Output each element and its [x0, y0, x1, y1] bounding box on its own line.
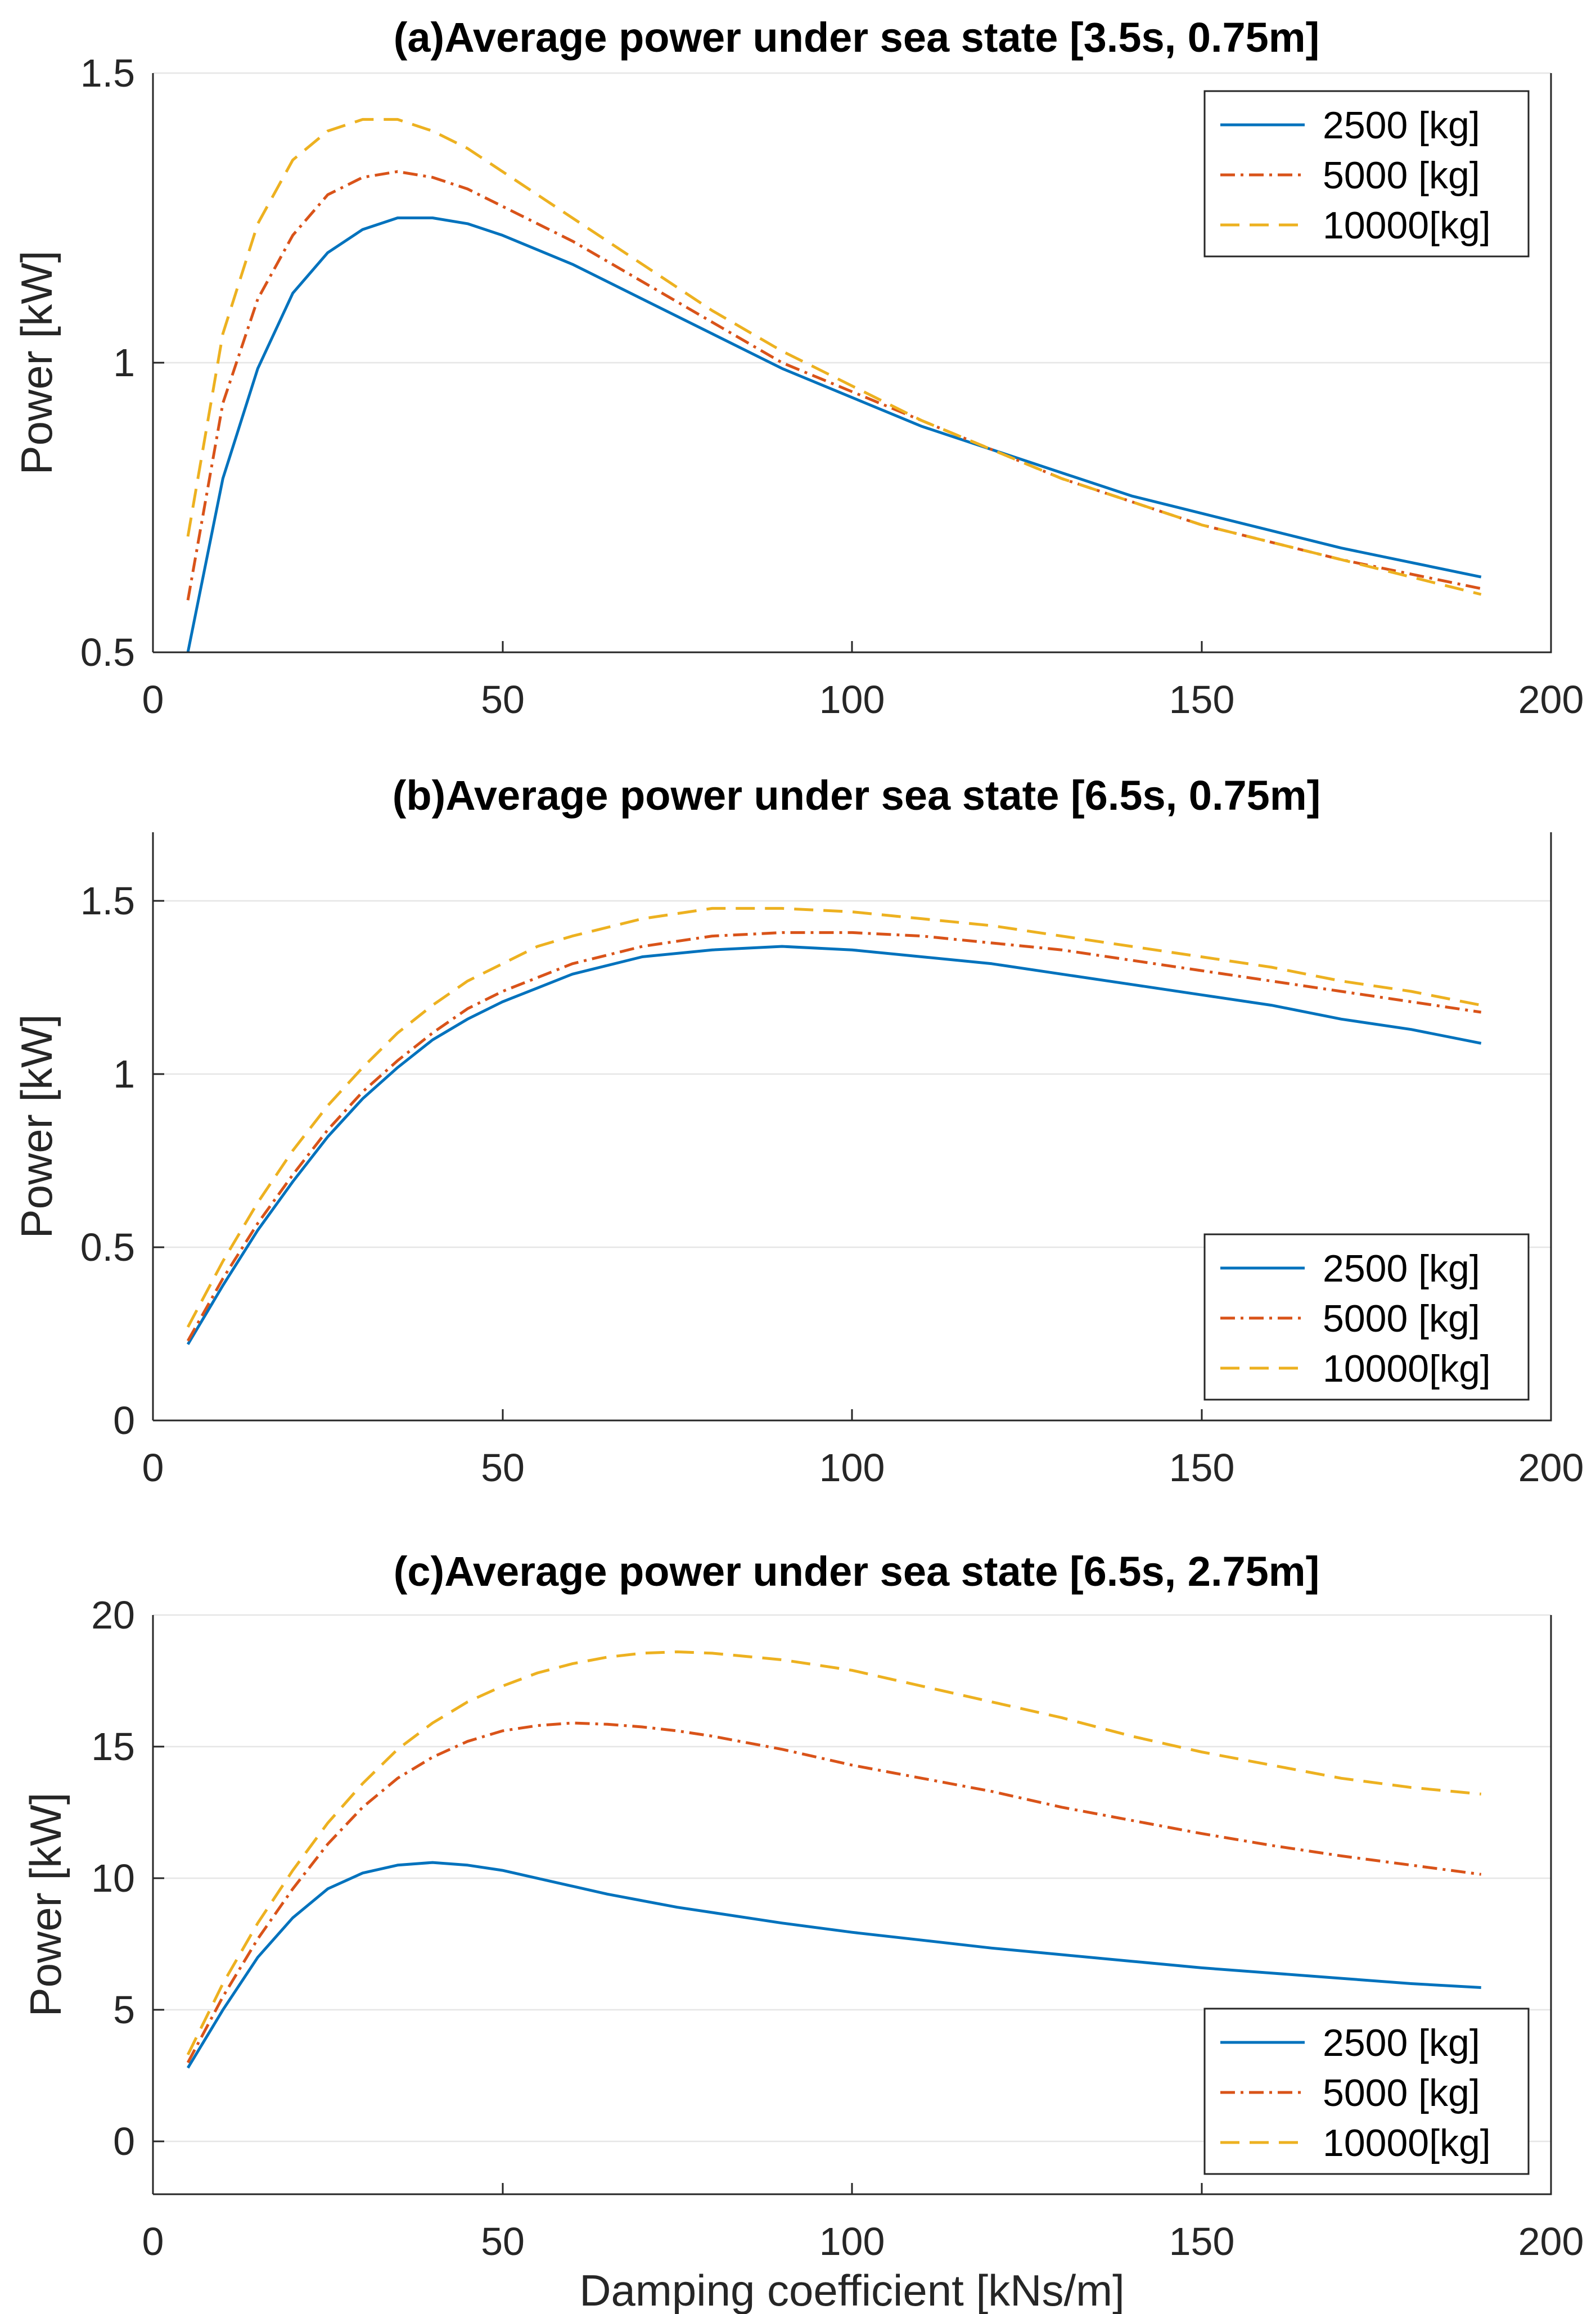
panel-b: (b)Average power under sea state [6.5s, … [12, 772, 1584, 1490]
axes-c [152, 1615, 1552, 2195]
x-tick-label-b: 50 [481, 1446, 525, 1490]
legend-label-c: 2500 [kg] [1323, 2022, 1480, 2064]
axes-b [152, 832, 1552, 1422]
series-line-c-1 [186, 1861, 1481, 2069]
y-axis-label-b: Power [kW] [12, 1014, 61, 1239]
x-tick-label-c: 200 [1518, 2220, 1584, 2263]
panel-c: (c)Average power under sea state [6.5s, … [21, 1548, 1584, 2314]
y-tick-label-b: 1 [113, 1052, 135, 1096]
legend-c: 2500 [kg] 5000 [kg] 10000[kg] [1203, 2008, 1530, 2175]
plot-area-c [152, 1614, 1552, 2195]
x-tick-label-c: 150 [1169, 2220, 1235, 2263]
x-tick-label-a: 0 [142, 678, 164, 721]
x-tick-label-a: 100 [819, 678, 885, 721]
series-line-c-2 [186, 1721, 1482, 2064]
chart-title-a: (a)Average power under sea state [3.5s, … [394, 14, 1320, 61]
y-tick-label-c: 20 [91, 1593, 135, 1637]
legend-label-c: 10000[kg] [1323, 2122, 1491, 2164]
y-tick-label-c: 10 [91, 1856, 135, 1900]
x-tick-label-b: 200 [1518, 1446, 1584, 1490]
x-tick-label-c: 0 [142, 2220, 164, 2263]
y-tick-label-a: 0.5 [80, 630, 135, 674]
y-tick-label-a: 1.5 [80, 51, 135, 95]
legend-label-c: 5000 [kg] [1323, 2072, 1480, 2114]
series-line-b-2 [186, 931, 1482, 1342]
x-tick-label-b: 0 [142, 1446, 164, 1490]
x-tick-label-b: 100 [819, 1446, 885, 1490]
x-axis-label-c: Damping coefficient [kNs/m] [579, 2266, 1125, 2314]
chart-title-c: (c)Average power under sea state [6.5s, … [394, 1548, 1320, 1595]
y-tick-label-c: 0 [113, 2119, 135, 2163]
x-tick-label-b: 150 [1169, 1446, 1235, 1490]
legend-label-a: 2500 [kg] [1323, 104, 1480, 147]
y-tick-label-b: 0 [113, 1399, 135, 1442]
y-tick-label-c: 15 [91, 1725, 135, 1769]
plot-area-b [152, 832, 1552, 1422]
x-tick-label-c: 50 [481, 2220, 525, 2263]
series-line-c-3 [186, 1650, 1481, 2056]
panel-a: (a)Average power under sea state [3.5s, … [12, 14, 1584, 721]
y-tick-label-b: 0.5 [80, 1225, 135, 1269]
x-tick-label-a: 50 [481, 678, 525, 721]
y-tick-label-b: 1.5 [80, 879, 135, 923]
y-tick-label-a: 1 [113, 341, 135, 385]
chart-title-b: (b)Average power under sea state [6.5s, … [393, 772, 1321, 819]
legend-label-a: 10000[kg] [1323, 204, 1491, 247]
x-tick-label-a: 200 [1518, 678, 1584, 721]
legend-label-a: 5000 [kg] [1323, 154, 1480, 197]
series-line-a-1 [186, 216, 1482, 653]
legend-label-b: 10000[kg] [1323, 1347, 1491, 1390]
y-axis-label-c: Power [kW] [21, 1793, 70, 2017]
legend-label-b: 2500 [kg] [1323, 1247, 1480, 1290]
series-lines-a [186, 118, 1482, 653]
series-lines-b [186, 906, 1482, 1345]
y-tick-label-c: 5 [113, 1988, 135, 2032]
x-tick-label-c: 100 [819, 2220, 885, 2263]
legend-b: 2500 [kg] 5000 [kg] 10000[kg] [1203, 1233, 1530, 1401]
y-axis-label-a: Power [kW] [12, 251, 61, 475]
legend-a: 2500 [kg] 5000 [kg] 10000[kg] [1203, 90, 1530, 258]
series-line-b-1 [186, 945, 1482, 1345]
series-lines-c [186, 1650, 1482, 2069]
series-line-b-3 [186, 906, 1482, 1328]
x-tick-label-a: 150 [1169, 678, 1235, 721]
legend-label-b: 5000 [kg] [1323, 1297, 1480, 1340]
plot-area-a [152, 72, 1552, 653]
